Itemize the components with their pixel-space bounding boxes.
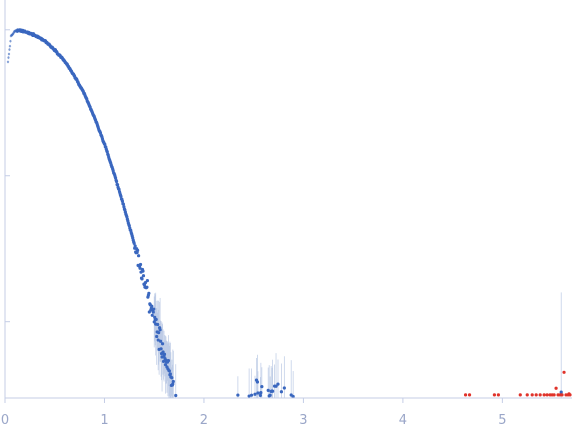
data-point <box>247 394 251 398</box>
data-point <box>133 244 137 248</box>
y-axis-ticks <box>5 29 10 323</box>
outlier-point <box>542 393 546 397</box>
x-tick-label: 3 <box>299 413 307 428</box>
data-point <box>6 60 10 64</box>
data-point <box>136 248 140 252</box>
data-point <box>152 307 156 311</box>
data-point <box>8 44 12 48</box>
outlier-point <box>552 393 556 397</box>
outlier-point <box>496 393 500 397</box>
data-point <box>171 379 175 384</box>
data-point <box>170 376 174 380</box>
data-point <box>158 339 163 343</box>
x-tick-label: 2 <box>200 413 208 428</box>
data-point <box>143 281 148 285</box>
x-tick-label: 1 <box>100 413 108 428</box>
data-point <box>114 179 119 184</box>
outlier-point <box>525 393 529 397</box>
data-point <box>115 183 120 187</box>
data-point <box>167 369 172 373</box>
data-point <box>150 313 154 317</box>
data-point <box>291 394 295 399</box>
data-point <box>155 334 159 339</box>
data-point <box>156 322 160 327</box>
data-point <box>140 277 144 281</box>
data-point <box>256 391 260 395</box>
data-point <box>174 393 178 398</box>
data-point <box>266 388 270 392</box>
x-tick-label: 5 <box>498 413 506 428</box>
data-point <box>160 342 165 346</box>
data-point <box>9 39 12 43</box>
data-point <box>138 266 142 270</box>
error-bars-layer <box>7 28 562 398</box>
data-point <box>282 386 286 390</box>
data-point <box>276 382 280 386</box>
outlier-point <box>560 393 564 397</box>
data-point <box>166 359 171 363</box>
data-point <box>253 392 257 396</box>
data-point <box>141 269 145 273</box>
data-point <box>136 254 141 258</box>
data-point <box>8 48 11 51</box>
data-point <box>151 310 155 314</box>
data-point <box>255 380 260 384</box>
data-point <box>103 142 107 146</box>
data-point <box>236 393 240 397</box>
data-point <box>249 393 254 397</box>
data-point <box>260 385 264 389</box>
data-point <box>156 338 160 342</box>
data-point <box>158 328 162 332</box>
data-point <box>147 291 151 295</box>
data-point <box>163 363 168 367</box>
data-point <box>141 274 146 278</box>
outlier-point <box>534 393 538 397</box>
data-point <box>119 194 123 199</box>
data-point <box>145 285 149 289</box>
x-tick-label: 4 <box>399 413 407 428</box>
data-point <box>271 389 275 393</box>
data-point <box>7 56 10 59</box>
data-point <box>161 359 166 364</box>
x-axis-ticks: 0 1 2 3 4 5 <box>1 398 507 428</box>
data-point <box>120 199 125 203</box>
data-point <box>150 304 154 308</box>
data-points-layer <box>6 28 563 399</box>
data-point <box>159 347 163 351</box>
data-point <box>145 279 149 283</box>
data-point <box>162 352 167 356</box>
data-point <box>258 393 262 397</box>
x-tick-label: 0 <box>1 413 9 428</box>
data-point <box>268 393 272 397</box>
data-point <box>121 202 126 206</box>
outlier-point <box>492 393 497 397</box>
data-point <box>157 331 161 335</box>
outlier-point <box>568 393 572 397</box>
data-point <box>7 52 11 56</box>
data-point <box>138 262 143 267</box>
data-point <box>154 317 158 322</box>
outlier-point <box>562 370 566 374</box>
outlier-point <box>467 393 472 397</box>
data-point <box>168 372 172 376</box>
outlier-points-layer <box>463 370 572 397</box>
data-point <box>274 384 278 388</box>
outlier-point <box>554 386 558 390</box>
data-point <box>161 350 165 354</box>
outlier-point <box>538 393 542 397</box>
outlier-point <box>518 393 522 397</box>
data-point <box>279 390 284 394</box>
outlier-point <box>463 393 468 397</box>
data-point <box>171 382 175 386</box>
data-point <box>132 241 136 245</box>
data-point <box>259 391 263 395</box>
outlier-point <box>530 393 534 397</box>
data-point <box>559 390 563 394</box>
outlier-point <box>545 393 549 397</box>
